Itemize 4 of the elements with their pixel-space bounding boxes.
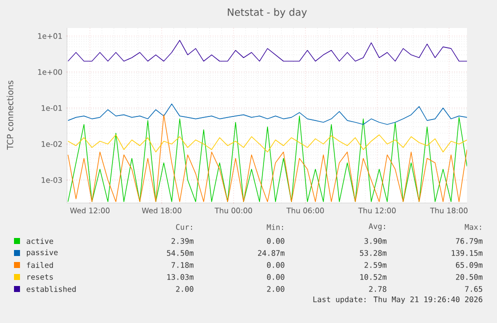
chart-title: Netstat - by day: [228, 8, 307, 18]
line-series: [68, 134, 468, 152]
line-series: [68, 104, 468, 125]
y-axis-title: TCP connections: [6, 80, 14, 150]
